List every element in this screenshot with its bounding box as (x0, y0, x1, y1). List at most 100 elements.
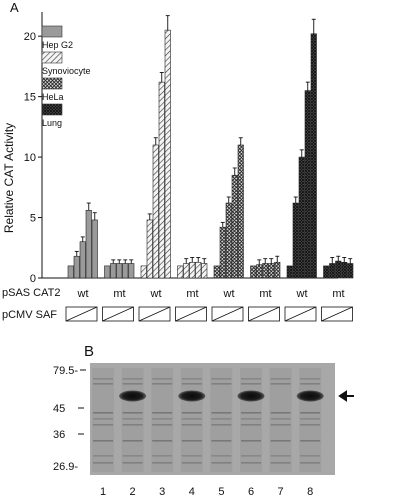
lane-label: 1 (100, 486, 106, 498)
bar (347, 263, 354, 279)
faint-band (152, 412, 173, 414)
bar (122, 263, 129, 279)
faint-band (152, 424, 173, 426)
bar (164, 29, 171, 279)
faint-band (93, 440, 113, 442)
bar (250, 265, 257, 279)
wedge-frame (284, 306, 317, 322)
faint-band (122, 424, 143, 426)
lane-label: 4 (189, 486, 195, 498)
faint-band (211, 462, 232, 464)
faint-band (122, 412, 143, 414)
y-tick-label: 20 (24, 31, 36, 43)
faint-band (270, 424, 291, 426)
dose-wedges (65, 306, 353, 322)
lane-label: 6 (248, 486, 254, 498)
faint-band (211, 455, 232, 457)
wedge-diagonal (248, 306, 280, 322)
legend-label-hepg2: Hep G2 (42, 40, 73, 50)
lane-label: 5 (218, 486, 224, 498)
wedge-diagonal (138, 306, 171, 322)
bar (183, 263, 190, 279)
faint-band (152, 378, 173, 380)
faint-band (270, 378, 291, 380)
faint-band (241, 455, 261, 457)
bar (146, 219, 153, 279)
y-tick-label: 0 (30, 273, 36, 285)
faint-band (93, 418, 113, 420)
faint-band (270, 418, 291, 420)
mw-marker-45: 45 (53, 403, 65, 415)
lane-smear (92, 368, 114, 472)
y-tick-label: 5 (30, 213, 36, 225)
bar (231, 174, 238, 279)
faint-band (300, 440, 321, 442)
legend: Hep G2 Synoviocyte HeLa Lung (41, 25, 91, 128)
faint-band (241, 424, 261, 426)
blot-detail (92, 368, 324, 472)
lane-labels: 1 2 3 4 5 6 7 8 (100, 486, 313, 498)
strong-band (296, 390, 324, 402)
faint-band (211, 418, 232, 420)
faint-band (300, 378, 321, 380)
group-label: mt (186, 288, 198, 300)
group-label: wt (296, 288, 308, 300)
faint-band (152, 462, 173, 464)
bar (298, 156, 305, 279)
faint-band (241, 378, 261, 380)
bar (152, 144, 159, 279)
group-label: wt (77, 288, 89, 300)
bars-layer (67, 15, 354, 279)
faint-band (181, 424, 202, 426)
mw-marker-36: 36 (53, 429, 65, 441)
faint-band (270, 462, 291, 464)
faint-band (93, 455, 113, 457)
mw-marker-79: 79.5- (53, 365, 78, 377)
faint-band (181, 462, 202, 464)
faint-band (93, 424, 113, 426)
faint-band (152, 383, 173, 385)
faint-band (181, 418, 202, 420)
strong-band (119, 390, 147, 402)
lane-smear (269, 368, 292, 472)
faint-band (181, 455, 202, 457)
bar (189, 261, 196, 279)
bar (256, 264, 263, 279)
faint-band (93, 412, 113, 414)
wedge-frame (248, 306, 280, 322)
faint-band (181, 378, 202, 380)
panel-b-letter: B (84, 343, 94, 360)
faint-band (93, 378, 113, 380)
bar (158, 81, 165, 279)
faint-band (211, 412, 232, 414)
faint-band (181, 383, 202, 385)
faint-band (181, 440, 202, 442)
row-label-pCMV: pCMV SAF (2, 309, 57, 321)
lane-smear (151, 368, 174, 472)
legend-label-hela: HeLa (42, 92, 64, 102)
bar (67, 265, 74, 279)
bar (73, 255, 80, 279)
lane-label: 2 (130, 486, 136, 498)
strong-band (178, 390, 206, 402)
wedge-diagonal (175, 306, 207, 322)
lane-label: 3 (159, 486, 165, 498)
wedge-diagonal (284, 306, 317, 322)
bar (335, 260, 342, 279)
y-axis: 0 5 10 15 20 (24, 12, 338, 285)
group-label: wt (223, 288, 235, 300)
faint-band (241, 412, 261, 414)
bar (85, 209, 92, 279)
bar (341, 261, 348, 279)
bar (219, 226, 226, 279)
strong-band (237, 390, 265, 402)
bar (195, 261, 202, 279)
bar (110, 263, 117, 279)
faint-band (270, 455, 291, 457)
faint-band (152, 455, 173, 457)
faint-band (211, 424, 232, 426)
faint-band (211, 378, 232, 380)
wedge-frame (102, 306, 134, 322)
bar (104, 265, 111, 279)
bar (128, 263, 135, 279)
